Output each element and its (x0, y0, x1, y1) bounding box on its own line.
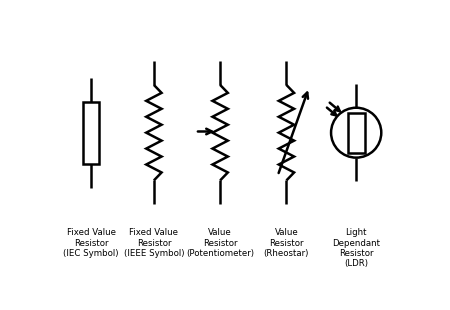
Text: Value
Resistor
(Potentiometer): Value Resistor (Potentiometer) (186, 228, 254, 258)
Bar (83, 102, 99, 164)
Text: Fixed Value
Resistor
(IEEE Symbol): Fixed Value Resistor (IEEE Symbol) (124, 228, 184, 258)
Bar (348, 113, 365, 153)
Text: Light
Dependant
Resistor
(LDR): Light Dependant Resistor (LDR) (332, 228, 380, 268)
Text: Fixed Value
Resistor
(IEC Symbol): Fixed Value Resistor (IEC Symbol) (63, 228, 119, 258)
Text: Value
Resistor
(Rheostar): Value Resistor (Rheostar) (264, 228, 309, 258)
Ellipse shape (331, 108, 381, 157)
